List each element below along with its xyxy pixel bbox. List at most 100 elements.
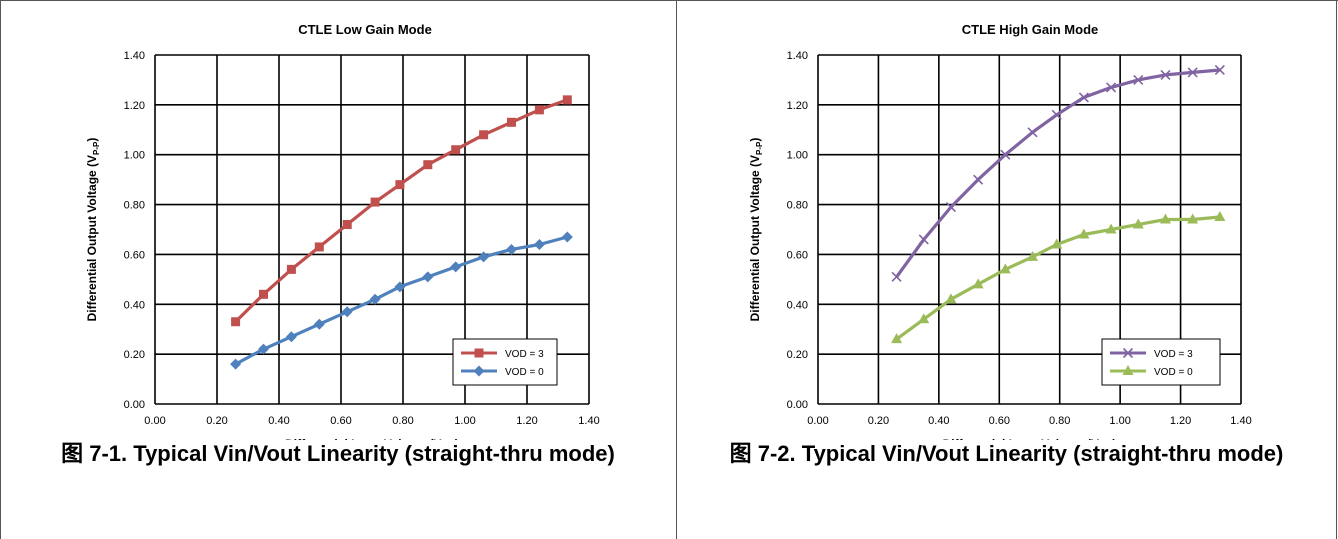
legend-box: [1101, 338, 1221, 386]
y-tick-label: 0.20: [787, 349, 808, 361]
series-0: [891, 64, 1225, 282]
legend-label: VOD = 0: [505, 367, 544, 378]
x-axis-label: Differential Input Voltage (VP-P): [943, 437, 1117, 440]
data-point: [258, 343, 269, 355]
x-tick-label: 1.00: [1109, 415, 1130, 427]
data-point: [450, 261, 462, 273]
legend: VOD = 3 VOD = 0: [452, 338, 558, 386]
legend-swatch-marker: [1122, 365, 1134, 375]
y-tick-label: 1.40: [124, 50, 145, 62]
data-point: [342, 220, 352, 230]
x-tick-label: 0.60: [989, 415, 1010, 427]
legend-box: [452, 338, 558, 386]
y-axis-label-main: Differential Output Voltage (V: [748, 155, 762, 321]
data-point: [478, 251, 490, 263]
data-point: [1106, 82, 1117, 93]
figure-panel-high-gain: CTLE High Gain Mode 0.00 0.20 0.40 0.60 0.80 1…: [677, 0, 1336, 539]
data-point: [1051, 238, 1063, 249]
y-tick-label: 0.60: [787, 249, 808, 261]
data-point: [1105, 223, 1117, 234]
data-point: [1132, 218, 1144, 229]
data-point: [534, 105, 544, 115]
y-tick-label: 0.40: [787, 299, 808, 311]
y-tick-label: 1.20: [787, 100, 808, 112]
y-axis-label-sub: P-P: [92, 141, 101, 155]
figure-panel-low-gain: CTLE Low Gain Mode 0.00 0.20 0.40 0.60 0.80 1.…: [61, 22, 615, 466]
data-point: [562, 95, 572, 105]
y-axis-label: Differential Output Voltage (VP-P): [748, 138, 764, 322]
series-1: [891, 211, 1226, 344]
data-point: [422, 271, 434, 283]
x-tick-label: 0.60: [330, 415, 351, 427]
data-point: [999, 263, 1011, 274]
y-axis-label-main: Differential Output Voltage (V: [85, 155, 99, 321]
legend: VOD = 3 VOD = 0: [1101, 338, 1221, 386]
x-tick-label: 0.20: [206, 415, 227, 427]
data-point: [285, 331, 297, 343]
frame-middle-divider: [676, 0, 677, 539]
x-axis-label: Differential Input Voltage (VP-P): [285, 437, 459, 440]
data-point: [1187, 213, 1199, 224]
data-point: [230, 358, 242, 370]
chart-title: CTLE Low Gain Mode: [298, 22, 432, 37]
legend-swatch-marker: [474, 348, 484, 358]
y-tick-label: 0.00: [787, 399, 808, 411]
y-axis-label: Differential Output Voltage (VP-P): [85, 138, 101, 322]
x-axis-label-end: ): [1112, 437, 1116, 440]
data-point: [918, 313, 930, 324]
data-point: [891, 271, 902, 282]
frame-left-border: [0, 0, 1, 539]
data-point: [286, 264, 296, 274]
y-axis-label-end: ): [748, 138, 762, 142]
chart-low-gain: CTLE Low Gain Mode 0.00 0.20 0.40 0.60 0.80 1.…: [85, 22, 600, 440]
y-tick-label: 0.40: [124, 299, 145, 311]
data-point: [369, 293, 381, 305]
y-axis-label-end: ): [85, 138, 99, 142]
data-point: [1027, 127, 1038, 138]
data-point: [1000, 149, 1011, 160]
legend-label: VOD = 3: [1154, 349, 1193, 360]
data-point: [395, 180, 405, 190]
data-point: [314, 242, 324, 252]
x-axis-label-main: Differential Input Voltage (V: [943, 437, 1099, 440]
data-point: [945, 293, 957, 304]
data-point: [1214, 64, 1225, 76]
series-line: [895, 215, 1221, 341]
data-point: [259, 289, 268, 299]
y-tick-label: 1.00: [124, 150, 145, 162]
x-tick-label: 0.80: [392, 415, 413, 427]
y-tick-label: 0.80: [124, 200, 145, 212]
data-point: [1187, 67, 1198, 78]
x-tick-label: 1.40: [578, 415, 599, 427]
y-tick-label: 0.00: [124, 399, 145, 411]
data-point: [533, 238, 545, 250]
data-point: [1214, 211, 1226, 222]
data-point: [506, 243, 517, 255]
y-tick-label: 0.80: [787, 200, 808, 212]
data-point: [1078, 228, 1090, 239]
legend-swatch-marker: [1122, 347, 1134, 359]
chart-title: CTLE High Gain Mode: [962, 22, 1099, 37]
x-tick-label: 1.00: [454, 415, 475, 427]
x-tick-label: 0.20: [868, 415, 889, 427]
y-tick-label: 1.40: [787, 50, 808, 62]
x-tick-label: 0.00: [144, 415, 165, 427]
data-point: [394, 281, 406, 293]
y-tick-label: 0.60: [124, 249, 145, 261]
y-axis-label-sub: P-P: [755, 141, 764, 155]
figure-caption-7-1: 图 7-1. Typical Vin/Vout Linearity (strai…: [61, 441, 615, 466]
frame-top-border: [0, 0, 1338, 1]
x-tick-label: 0.40: [928, 415, 949, 427]
data-point: [479, 130, 489, 140]
x-tick-label: 1.20: [1170, 415, 1191, 427]
frame-right-border: [1336, 0, 1337, 539]
data-point: [918, 234, 929, 245]
figure-caption-7-2: 图 7-2. Typical Vin/Vout Linearity (strai…: [729, 441, 1284, 466]
legend-label: VOD = 3: [505, 349, 544, 360]
legend-label: VOD = 0: [1154, 367, 1193, 378]
x-axis-label-end: ): [455, 437, 459, 440]
x-axis-label-main: Differential Input Voltage (V: [285, 437, 441, 440]
x-tick-label: 0.80: [1049, 415, 1070, 427]
data-point: [973, 174, 984, 185]
